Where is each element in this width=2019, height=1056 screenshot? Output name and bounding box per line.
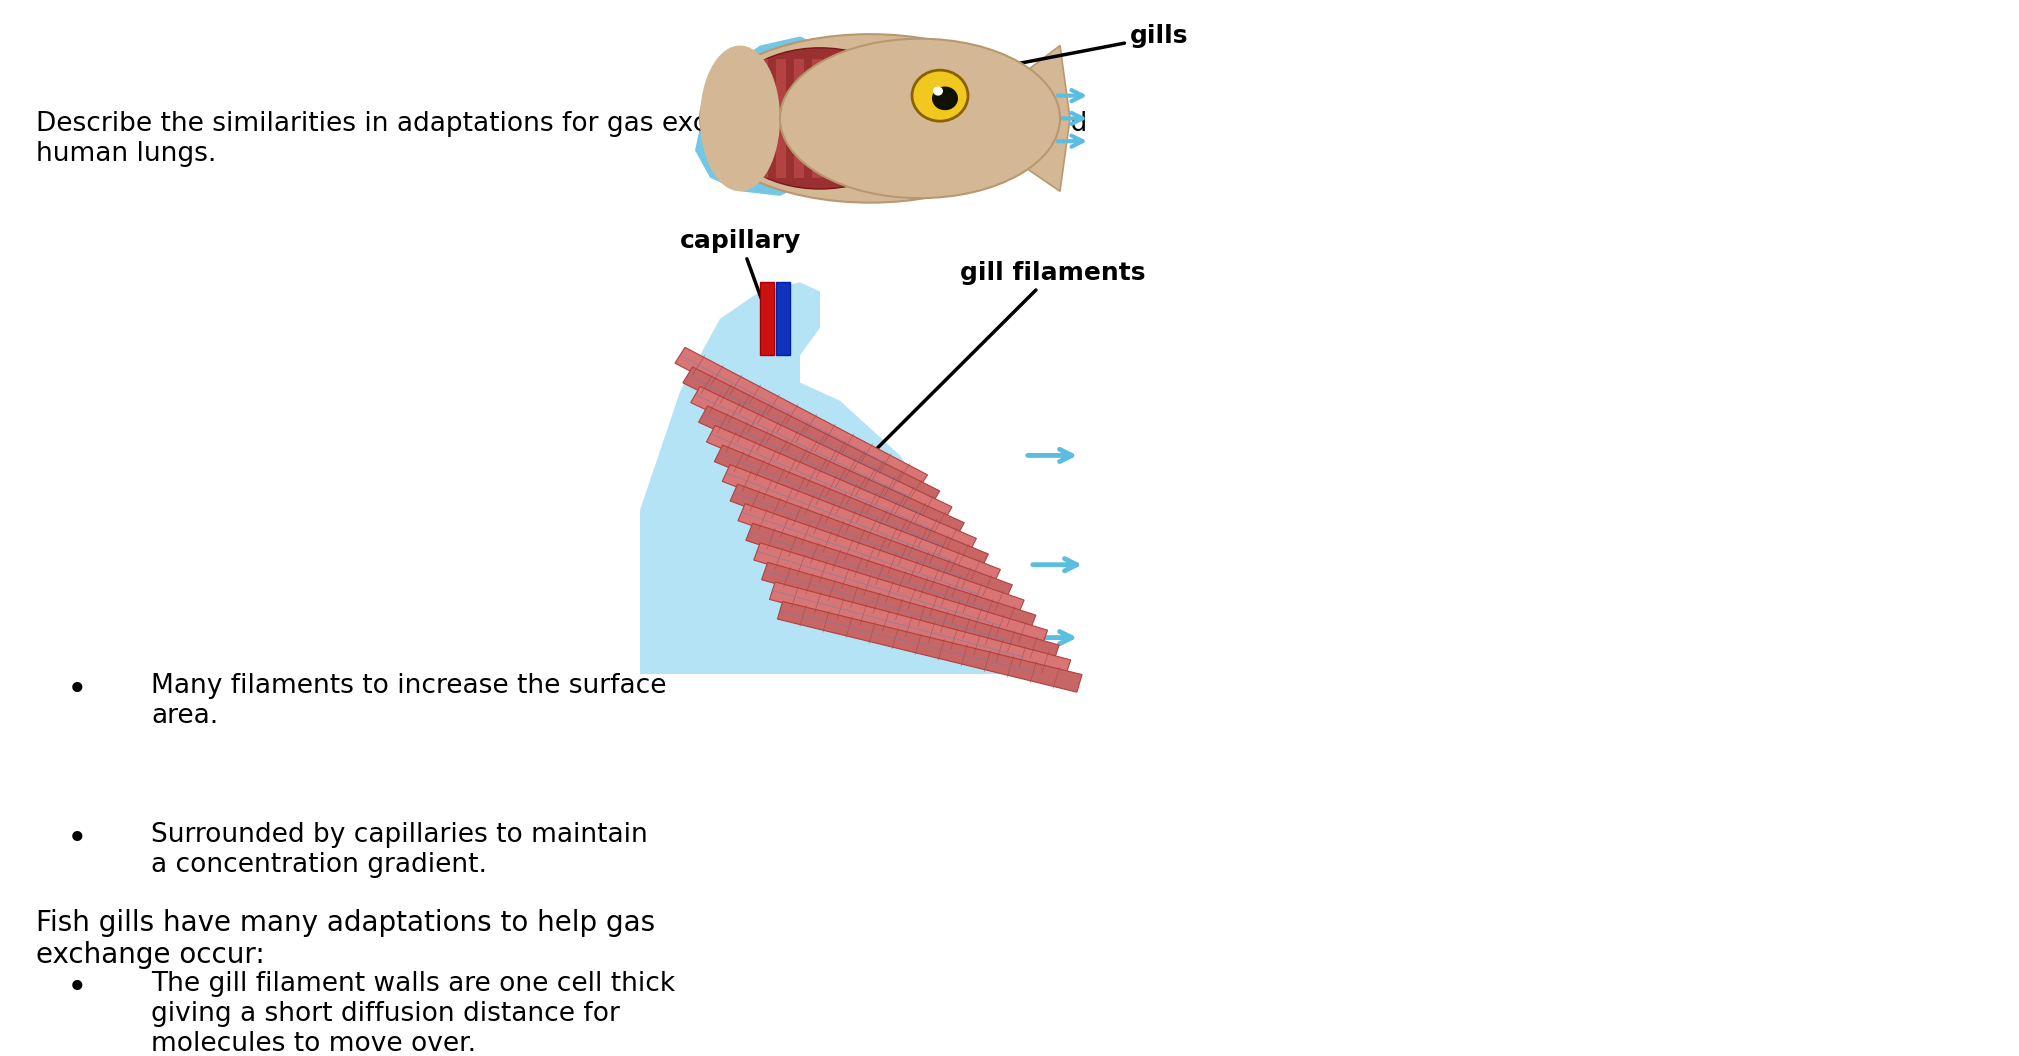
Ellipse shape xyxy=(701,45,779,191)
Polygon shape xyxy=(682,366,939,507)
Circle shape xyxy=(933,87,943,96)
Polygon shape xyxy=(745,523,1036,633)
Text: The gill filament walls are one cell thick
giving a short diffusion distance for: The gill filament walls are one cell thi… xyxy=(151,972,676,1056)
Text: •: • xyxy=(67,972,87,1005)
Polygon shape xyxy=(999,45,1070,191)
Bar xyxy=(741,59,749,177)
Polygon shape xyxy=(723,465,999,586)
Ellipse shape xyxy=(779,39,1060,199)
Bar xyxy=(759,282,773,355)
Polygon shape xyxy=(769,582,1070,677)
Bar xyxy=(812,59,822,177)
Circle shape xyxy=(913,70,967,121)
Text: Surrounded by capillaries to maintain
a concentration gradient.: Surrounded by capillaries to maintain a … xyxy=(151,823,648,879)
Polygon shape xyxy=(731,484,1012,602)
Polygon shape xyxy=(777,602,1082,692)
Bar xyxy=(775,59,785,177)
Polygon shape xyxy=(695,37,820,195)
Polygon shape xyxy=(640,282,1010,674)
Polygon shape xyxy=(690,386,953,523)
Polygon shape xyxy=(707,426,977,554)
Bar xyxy=(830,59,840,177)
Text: •: • xyxy=(67,823,87,856)
Polygon shape xyxy=(753,543,1048,647)
Text: gills: gills xyxy=(878,24,1189,91)
Bar xyxy=(848,59,858,177)
Circle shape xyxy=(933,87,957,110)
Bar xyxy=(866,59,876,177)
Text: gill filaments: gill filaments xyxy=(872,261,1145,453)
Text: Fish gills have many adaptations to help gas
exchange occur:: Fish gills have many adaptations to help… xyxy=(36,909,656,969)
Ellipse shape xyxy=(721,48,921,189)
Text: capillary: capillary xyxy=(680,229,802,298)
Polygon shape xyxy=(699,406,965,539)
Text: •: • xyxy=(67,674,87,708)
Bar xyxy=(775,282,789,355)
Ellipse shape xyxy=(701,34,1040,203)
Polygon shape xyxy=(674,347,927,491)
Polygon shape xyxy=(739,504,1024,617)
Polygon shape xyxy=(761,563,1060,662)
Bar xyxy=(757,59,767,177)
Bar xyxy=(793,59,804,177)
Text: Many filaments to increase the surface
area.: Many filaments to increase the surface a… xyxy=(151,674,666,730)
Polygon shape xyxy=(715,445,989,570)
Text: Describe the similarities in adaptations for gas exchange between fish gills and: Describe the similarities in adaptations… xyxy=(36,111,1088,167)
